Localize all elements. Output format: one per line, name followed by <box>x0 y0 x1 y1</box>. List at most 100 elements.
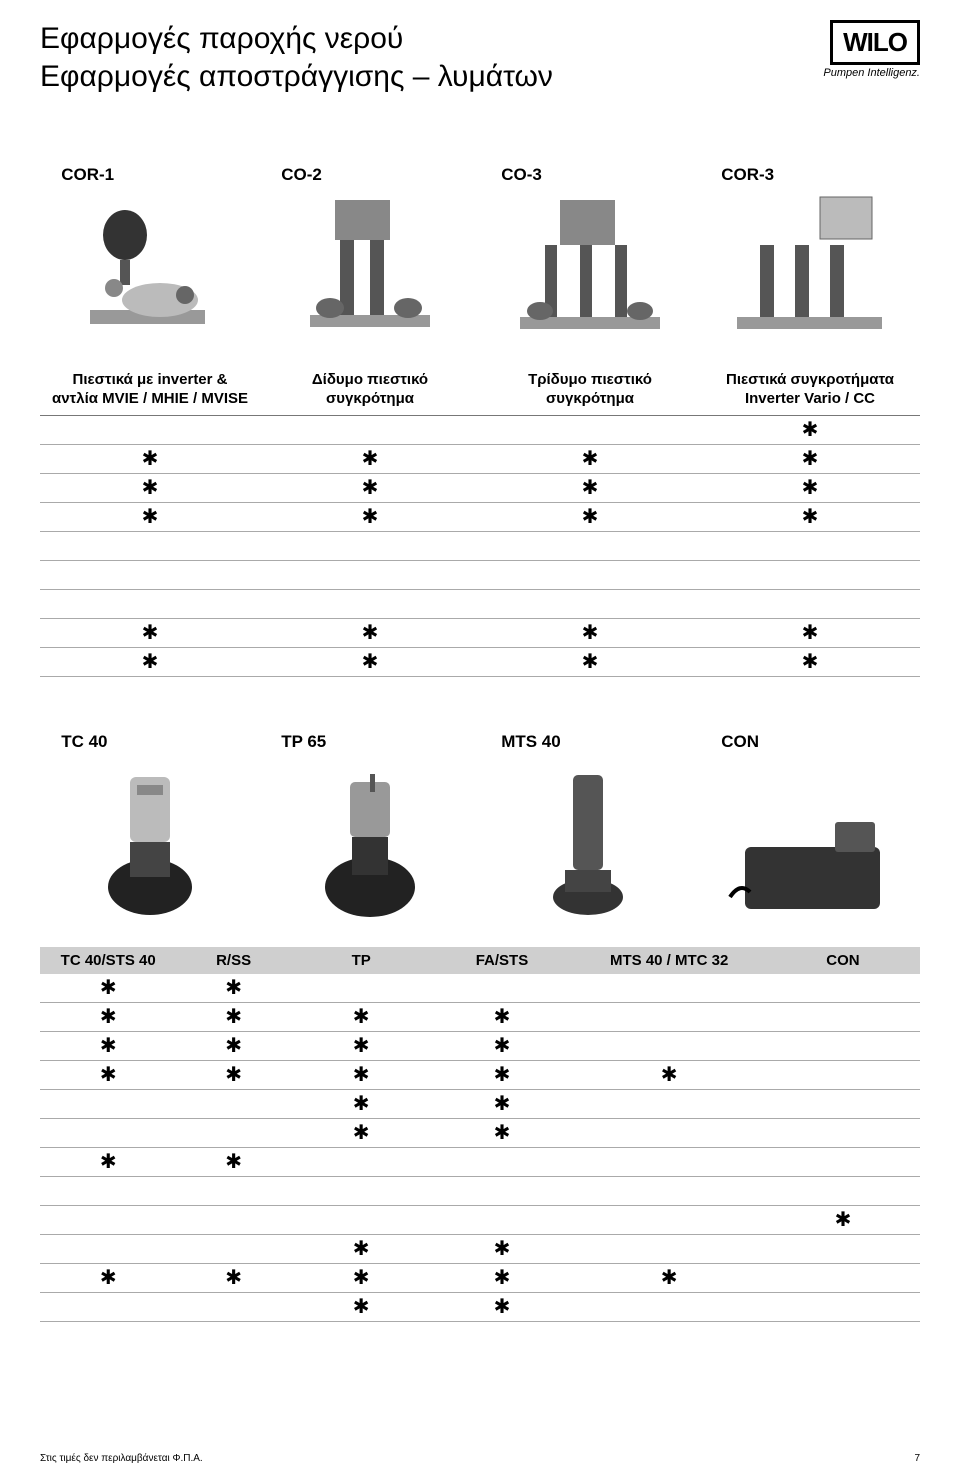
col-header-line: συγκρότημα <box>326 390 414 407</box>
star-cell: ✱ <box>432 1294 573 1319</box>
star-cell: ✱ <box>766 1207 920 1232</box>
product-image <box>493 195 687 335</box>
star-cell: ✱ <box>176 1004 290 1029</box>
bh-5: MTS 40 / MTC 32 <box>572 947 766 974</box>
bh-1: TC 40/STS 40 <box>40 947 176 974</box>
table-row <box>40 1177 920 1206</box>
table-row: ✱✱✱✱ <box>40 445 920 474</box>
star-cell: ✱ <box>260 446 480 471</box>
star-cell: ✱ <box>291 1236 432 1261</box>
star-cell: ✱ <box>260 504 480 529</box>
product-tc40: TC 40 <box>53 732 247 922</box>
star-cell: ✱ <box>700 475 920 500</box>
star-cell: ✱ <box>176 975 290 1000</box>
product-label: MTS 40 <box>493 732 687 752</box>
footer: Στις τιμές δεν περιλαμβάνεται Φ.Π.Α. 7 <box>40 1453 920 1464</box>
product-image <box>273 195 467 335</box>
product-tp65: TP 65 <box>273 732 467 922</box>
star-cell: ✱ <box>432 1033 573 1058</box>
star-cell: ✱ <box>260 475 480 500</box>
star-cell: ✱ <box>700 446 920 471</box>
page-title: Εφαρμογές παροχής νερού Εφαρμογές αποστρ… <box>40 20 553 95</box>
table-row: ✱ <box>40 1206 920 1235</box>
col-header-2: Δίδυμο πιεστικό συγκρότημα <box>260 365 480 416</box>
table-row: ✱✱✱✱ <box>40 648 920 677</box>
product-image <box>493 762 687 922</box>
table-row: ✱✱✱✱ <box>40 1032 920 1061</box>
page-header: Εφαρμογές παροχής νερού Εφαρμογές αποστρ… <box>40 20 920 95</box>
product-label: TP 65 <box>273 732 467 752</box>
title-line1: Εφαρμογές παροχής νερού <box>40 20 553 58</box>
star-cell: ✱ <box>40 649 260 674</box>
table-row <box>40 590 920 619</box>
col-header-line: Inverter Vario / CC <box>745 390 875 407</box>
table-row: ✱✱ <box>40 1119 920 1148</box>
star-cell: ✱ <box>40 475 260 500</box>
col-header-line: Πιεστικά με inverter & <box>73 371 228 388</box>
star-cell: ✱ <box>700 417 920 442</box>
tagline: Pumpen Intelligenz. <box>823 67 920 79</box>
table-row: ✱✱✱✱✱ <box>40 1061 920 1090</box>
star-cell: ✱ <box>291 1091 432 1116</box>
bh-4: FA/STS <box>432 947 573 974</box>
star-cell: ✱ <box>260 620 480 645</box>
star-cell: ✱ <box>480 475 700 500</box>
wilo-logo: WILO <box>830 20 920 65</box>
logo-block: WILO Pumpen Intelligenz. <box>823 20 920 79</box>
mid-products: TC 40 TP 65 MTS 40 <box>40 732 920 922</box>
star-cell: ✱ <box>291 1294 432 1319</box>
star-cell: ✱ <box>40 975 176 1000</box>
product-mts40: MTS 40 <box>493 732 687 922</box>
col-header-line: Τρίδυμο πιεστικό <box>528 371 652 388</box>
footer-note: Στις τιμές δεν περιλαμβάνεται Φ.Π.Α. <box>40 1453 203 1464</box>
bh-2: R/SS <box>176 947 290 974</box>
star-cell: ✱ <box>40 1265 176 1290</box>
bottom-headers: TC 40/STS 40 R/SS TP FA/STS MTS 40 / MTC… <box>40 947 920 974</box>
table-row: ✱✱✱✱ <box>40 619 920 648</box>
star-cell: ✱ <box>432 1120 573 1145</box>
star-cell: ✱ <box>480 504 700 529</box>
star-cell: ✱ <box>260 649 480 674</box>
table-row: ✱✱ <box>40 1293 920 1322</box>
product-image <box>53 195 247 335</box>
table-row: ✱ <box>40 416 920 445</box>
product-label: CO-2 <box>273 165 467 185</box>
product-cor3: COR-3 <box>713 165 907 335</box>
star-cell: ✱ <box>572 1062 766 1087</box>
product-con: CON <box>713 732 907 922</box>
col-header-line: Πιεστικά συγκροτήματα <box>726 371 894 388</box>
star-cell: ✱ <box>432 1062 573 1087</box>
table-row: ✱✱✱✱✱ <box>40 1264 920 1293</box>
star-cell: ✱ <box>700 649 920 674</box>
product-image <box>713 195 907 335</box>
product-image <box>713 762 907 922</box>
col-header-line: Δίδυμο πιεστικό <box>312 371 428 388</box>
col-header-4: Πιεστικά συγκροτήματα Inverter Vario / C… <box>700 365 920 416</box>
star-cell: ✱ <box>40 620 260 645</box>
product-label: CON <box>713 732 907 752</box>
star-cell: ✱ <box>40 446 260 471</box>
table-row: ✱✱ <box>40 1090 920 1119</box>
star-cell: ✱ <box>432 1265 573 1290</box>
col-header-line: αντλία MVIE / MHIE / MVISE <box>52 390 248 407</box>
star-cell: ✱ <box>291 1265 432 1290</box>
star-cell: ✱ <box>432 1004 573 1029</box>
product-co3: CO-3 <box>493 165 687 335</box>
star-cell: ✱ <box>480 620 700 645</box>
product-image <box>273 762 467 922</box>
star-cell: ✱ <box>40 504 260 529</box>
bh-6: CON <box>766 947 920 974</box>
product-image <box>53 762 247 922</box>
table-row: ✱✱ <box>40 1235 920 1264</box>
page-number: 7 <box>914 1453 920 1464</box>
table-row: ✱✱✱✱ <box>40 474 920 503</box>
star-cell: ✱ <box>432 1091 573 1116</box>
top-column-headers: Πιεστικά με inverter & αντλία MVIE / MHI… <box>40 365 920 416</box>
star-cell: ✱ <box>176 1033 290 1058</box>
product-co2: CO-2 <box>273 165 467 335</box>
table-row: ✱✱✱✱ <box>40 503 920 532</box>
title-line2: Εφαρμογές αποστράγγισης – λυμάτων <box>40 58 553 96</box>
star-cell: ✱ <box>291 1004 432 1029</box>
col-header-line: συγκρότημα <box>546 390 634 407</box>
product-cor1: COR-1 <box>53 165 247 335</box>
